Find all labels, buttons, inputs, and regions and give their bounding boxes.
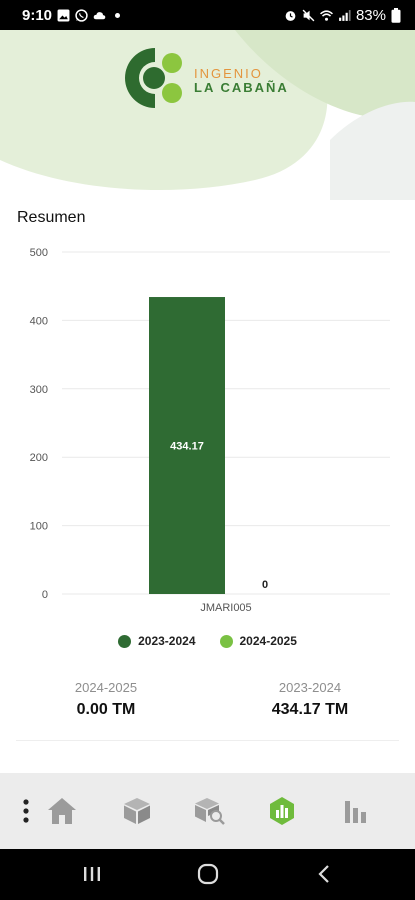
y-tick-label: 500 (30, 247, 48, 259)
recents-icon (84, 867, 100, 881)
x-tick-label: JMARI005 (200, 602, 251, 614)
header-decoration (0, 30, 415, 200)
legend-label: 2024-2025 (239, 634, 297, 648)
back-icon (318, 865, 329, 883)
divider (16, 740, 399, 741)
nav-summary-button[interactable] (262, 789, 302, 833)
alarm-icon (284, 9, 297, 22)
more-vertical-icon (23, 799, 29, 823)
total-current-season: 2024-2025 0.00 TM (26, 680, 186, 719)
battery-text: 83% (355, 6, 386, 24)
data-label: 434.17 (170, 441, 204, 453)
status-right: 83% (284, 7, 401, 24)
status-bar: 9:10 (0, 0, 415, 30)
signal-icon (338, 9, 351, 22)
mute-icon (302, 9, 315, 22)
total-value: 434.17 TM (271, 701, 349, 718)
more-menu-button[interactable] (6, 789, 46, 833)
status-time: 9:10 (22, 6, 53, 24)
total-period-label: 2024-2025 (74, 680, 138, 695)
total-value: 0.00 TM (76, 701, 136, 718)
recents-button[interactable] (77, 861, 107, 887)
legend-label: 2023-2024 (138, 634, 196, 648)
summary-chart: 0 100 200 300 400 500 434.17 0 JMARI005 (0, 240, 415, 620)
bar-2023-2024 (149, 297, 225, 594)
data-label: 0 (262, 579, 268, 591)
wifi-icon (320, 9, 333, 22)
chart-legend: 2023-2024 2024-2025 (0, 634, 415, 648)
legend-swatch (118, 634, 132, 648)
nav-home-button[interactable] (42, 789, 82, 833)
y-tick-label: 0 (42, 589, 48, 601)
brand-name-line2: LA CABAÑA (194, 80, 289, 95)
nav-search-deliveries-button[interactable] (190, 789, 230, 833)
total-previous-season: 2023-2024 434.17 TM (230, 680, 390, 719)
box-icon (124, 798, 150, 824)
bottom-nav (0, 773, 415, 849)
y-tick-label: 100 (30, 521, 48, 533)
status-left: 9:10 (22, 7, 124, 24)
back-button[interactable] (309, 861, 339, 887)
cloud-icon (93, 9, 106, 22)
gallery-icon (57, 9, 70, 22)
system-nav-bar (0, 849, 415, 900)
brand-name-line1: INGENIO (194, 66, 263, 81)
whatsapp-icon (75, 8, 88, 22)
nav-statistics-button[interactable] (336, 789, 376, 833)
nav-deliveries-button[interactable] (117, 789, 157, 833)
system-home-button[interactable] (193, 861, 223, 887)
section-title: Resumen (17, 209, 86, 226)
box-search-icon (195, 798, 225, 825)
company-logo (124, 46, 186, 110)
y-tick-label: 400 (30, 315, 48, 327)
legend-item-2024-2025[interactable]: 2024-2025 (219, 634, 297, 648)
chart-svg: 0 100 200 300 400 500 434.17 0 JMARI005 (30, 247, 390, 614)
legend-swatch (219, 634, 233, 648)
report-chart-icon (270, 797, 294, 825)
y-tick-label: 300 (30, 384, 48, 396)
y-tick-label: 200 (30, 452, 48, 464)
total-period-label: 2023-2024 (278, 680, 342, 695)
legend-item-2023-2024[interactable]: 2023-2024 (118, 634, 196, 648)
battery-icon (391, 7, 401, 23)
home-icon (48, 798, 76, 824)
dot-icon (111, 9, 124, 22)
bar-chart-icon (345, 801, 366, 823)
home-circle-icon (197, 863, 219, 885)
